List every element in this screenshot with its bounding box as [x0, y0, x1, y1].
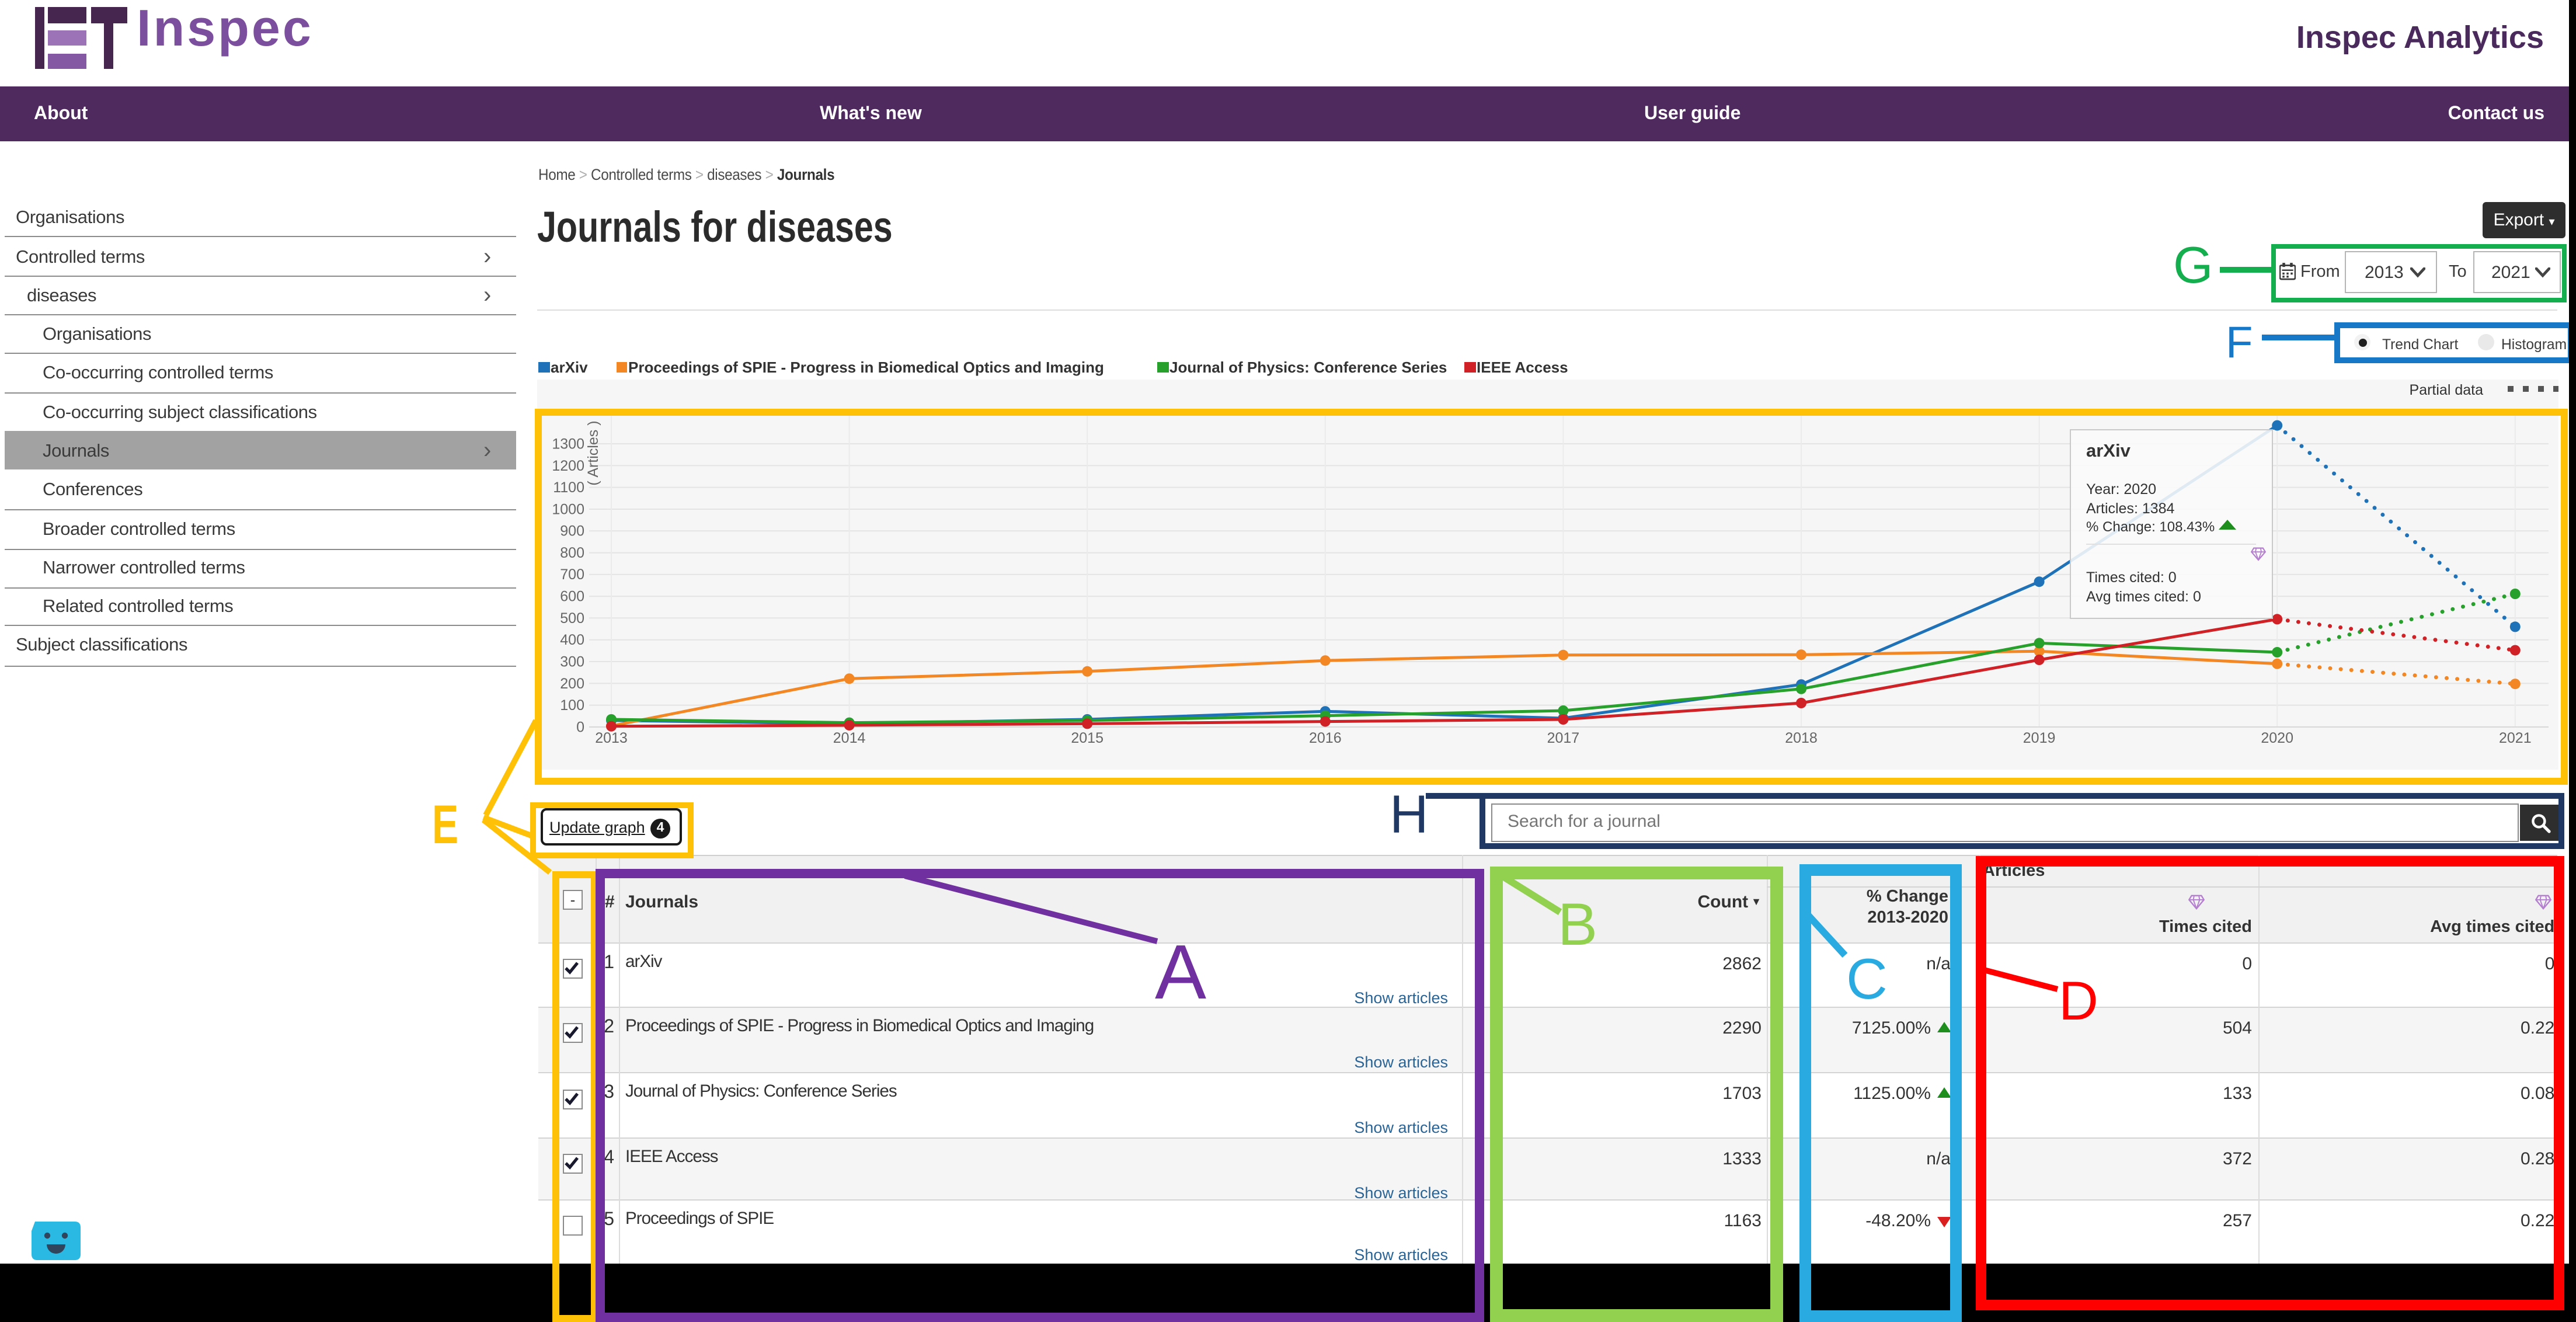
svg-text:300: 300 [559, 653, 584, 670]
svg-text:1200: 1200 [551, 458, 584, 474]
svg-text:900: 900 [559, 523, 584, 540]
svg-text:500: 500 [559, 610, 584, 627]
svg-text:% Change: 108.43%: % Change: 108.43% [2086, 519, 2214, 535]
svg-text:Articles: 1384: Articles: 1384 [2086, 500, 2174, 517]
svg-text:2017: 2017 [1547, 730, 1579, 746]
svg-text:2019: 2019 [2022, 730, 2055, 746]
svg-text:1000: 1000 [551, 501, 584, 517]
svg-text:Partial data: Partial data [2409, 382, 2483, 398]
svg-text:400: 400 [559, 632, 584, 648]
svg-text:800: 800 [559, 545, 584, 561]
svg-text:Avg times cited: 0: Avg times cited: 0 [2086, 589, 2201, 605]
svg-text:arXiv: arXiv [2086, 440, 2131, 461]
svg-text:700: 700 [559, 566, 584, 583]
svg-text:100: 100 [559, 697, 584, 714]
svg-text:( Articles ): ( Articles ) [584, 420, 601, 485]
svg-text:Year: 2020: Year: 2020 [2086, 481, 2156, 498]
svg-text:1300: 1300 [551, 436, 584, 452]
svg-text:200: 200 [559, 676, 584, 692]
svg-text:Times cited: 0: Times cited: 0 [2086, 569, 2176, 586]
svg-text:2020: 2020 [2260, 730, 2293, 746]
svg-text:2015: 2015 [1070, 730, 1103, 746]
svg-text:2016: 2016 [1308, 730, 1341, 746]
svg-text:1100: 1100 [552, 479, 584, 496]
svg-text:2014: 2014 [833, 730, 865, 746]
svg-text:2021: 2021 [2498, 730, 2531, 746]
svg-text:2018: 2018 [1784, 730, 1817, 746]
svg-text:2013: 2013 [594, 730, 627, 746]
svg-text:0: 0 [576, 719, 584, 735]
svg-text:600: 600 [559, 589, 584, 605]
